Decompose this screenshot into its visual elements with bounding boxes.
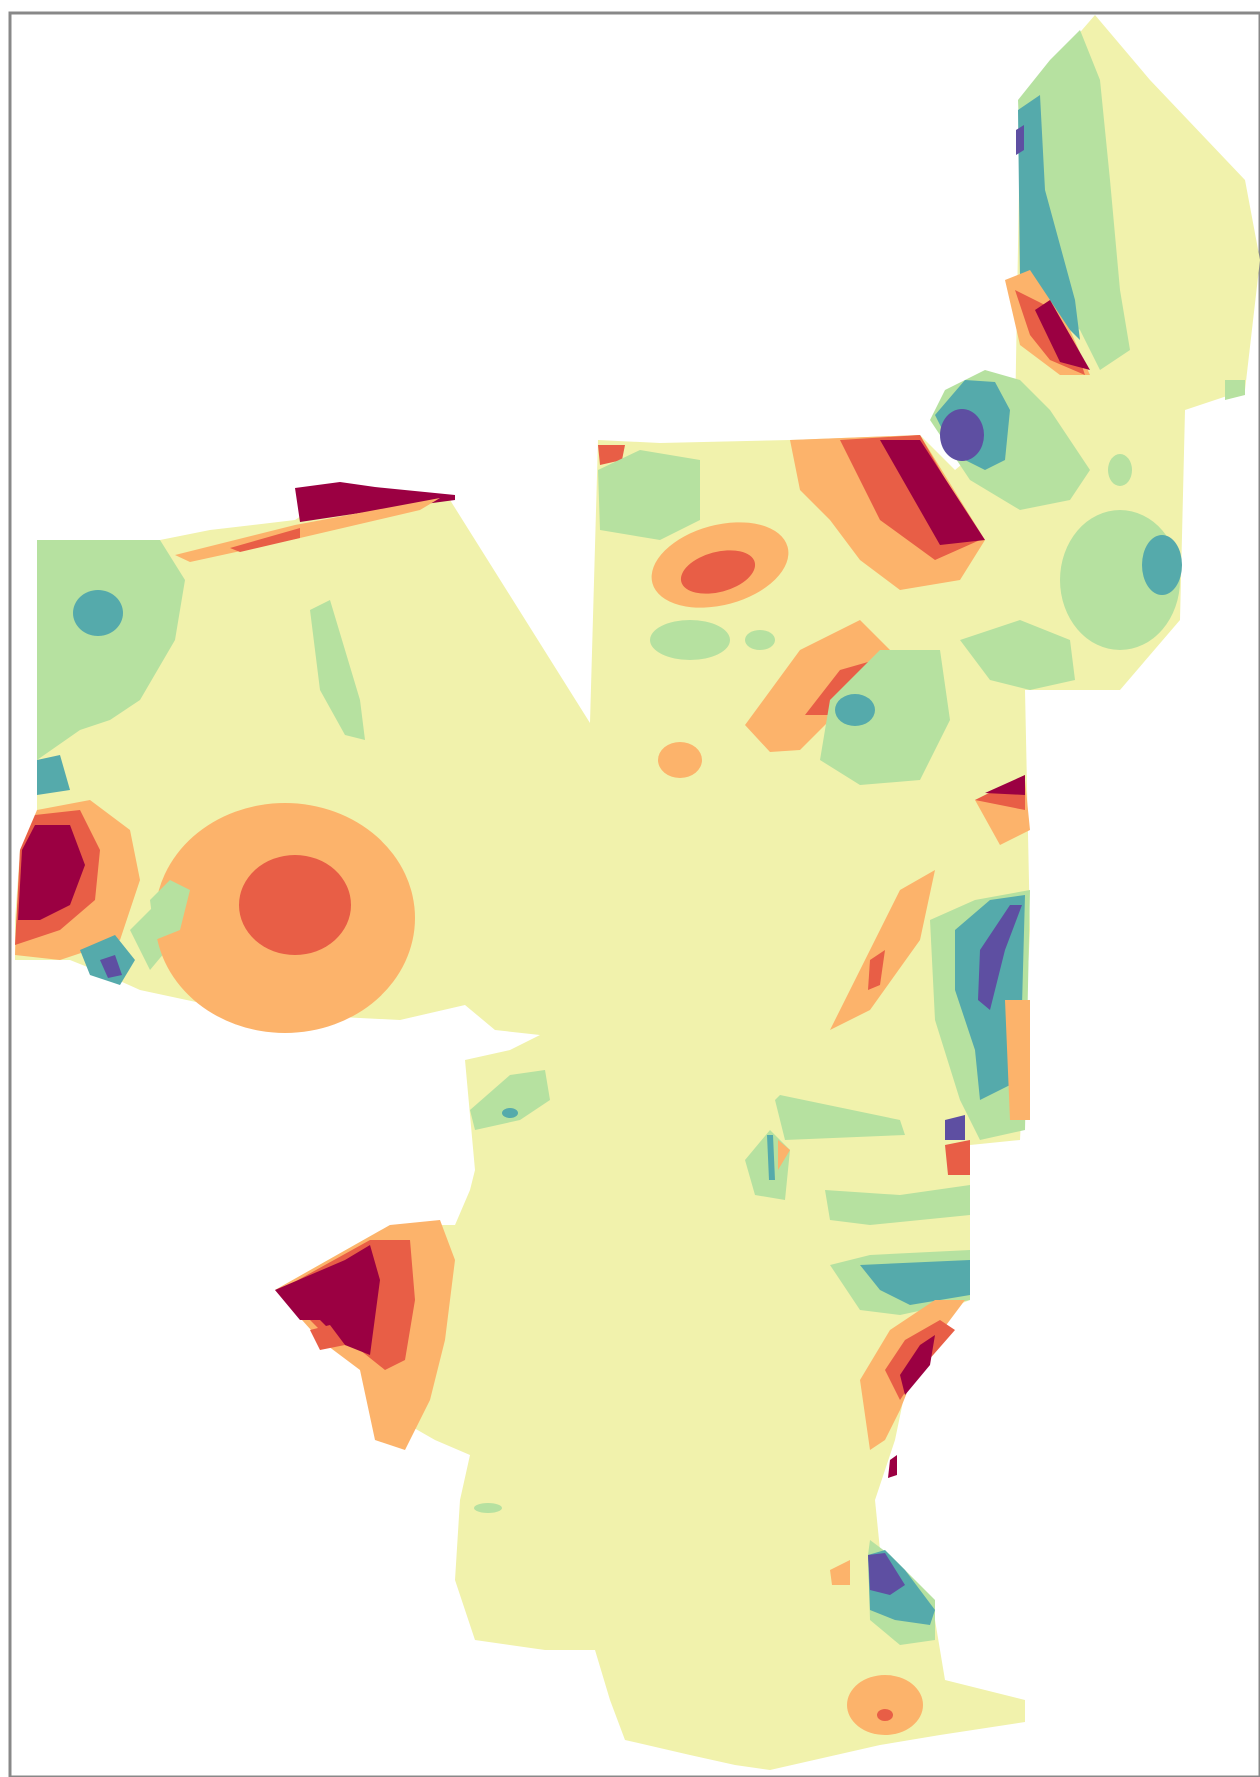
class-zone (239, 855, 351, 955)
class-zone (778, 1140, 790, 1170)
class-zone (502, 1108, 518, 1118)
class-zone (868, 950, 885, 990)
class-zone (767, 1135, 775, 1180)
class-zone (310, 1325, 345, 1350)
study-area-extent (15, 15, 1260, 1770)
class-zone (820, 650, 950, 785)
class-zone (100, 955, 122, 978)
class-zone (598, 450, 700, 540)
class-zone (888, 1455, 897, 1478)
class-zone (275, 1245, 380, 1355)
class-zone (73, 590, 123, 636)
class-zone (945, 1115, 965, 1140)
class-zone (650, 620, 730, 660)
class-zone (230, 528, 300, 552)
class-zone (680, 550, 756, 594)
class-zone (37, 755, 70, 795)
class-zone (940, 409, 984, 461)
class-zone (960, 620, 1075, 690)
class-zone (658, 742, 702, 778)
class-zone (830, 870, 935, 1030)
class-zone (1016, 125, 1024, 155)
class-zone (150, 880, 190, 940)
class-zone (775, 1095, 905, 1140)
class-zone (985, 775, 1025, 795)
class-zone (1225, 380, 1245, 400)
class-zone (37, 540, 185, 760)
class-zone (1035, 300, 1090, 370)
class-zone (1108, 454, 1132, 486)
class-zone (745, 620, 890, 752)
class-zone (835, 694, 875, 726)
map-border (8, 11, 1260, 1777)
class-zone (978, 905, 1022, 1010)
class-zone (310, 600, 365, 740)
class-zone (18, 825, 85, 920)
class-zone (295, 482, 455, 522)
class-zone (474, 1503, 502, 1513)
class-zone (598, 445, 625, 465)
class-zone (470, 1070, 550, 1130)
class-zone (847, 1675, 923, 1735)
class-zone (945, 1140, 970, 1175)
class-zone (860, 1260, 970, 1305)
class-zone (825, 1185, 970, 1225)
class-zone (880, 440, 985, 545)
class-zone (868, 1553, 905, 1595)
class-zone (1142, 535, 1182, 595)
class-zone (900, 1335, 935, 1395)
class-zone (877, 1709, 893, 1721)
class-zone (745, 630, 775, 650)
class-zone (830, 1560, 850, 1585)
class-zone (1005, 1000, 1030, 1120)
